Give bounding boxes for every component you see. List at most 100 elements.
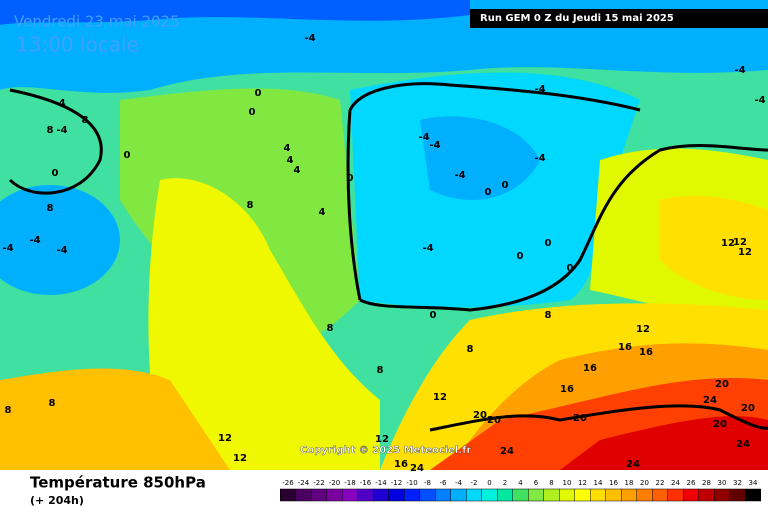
legend-tick-label: 30 (718, 479, 727, 487)
contour-label: 20 (741, 403, 755, 414)
time-label: 13:00 locale (16, 33, 139, 57)
legend-tick-label: 26 (687, 479, 696, 487)
legend-tick-label: 22 (656, 479, 665, 487)
contour-label: 20 (473, 410, 487, 421)
contour-label: 16 (560, 384, 574, 395)
legend-swatch (342, 488, 358, 502)
contour-label: -4 (429, 140, 440, 151)
contour-label: 12 (636, 324, 650, 335)
contour-label: 8 (49, 398, 56, 409)
legend-tick-label: -20 (329, 479, 340, 487)
legend-tick-label: -24 (298, 479, 310, 487)
contour-label: 24 (736, 439, 750, 450)
legend-tick-label: 14 (594, 479, 603, 487)
legend-swatch (466, 488, 482, 502)
legend-tick-label: 32 (733, 479, 742, 487)
contour-label: 12 (733, 237, 747, 248)
legend-tick-label: -22 (313, 479, 324, 487)
legend-swatch (295, 488, 312, 502)
legend-tick-label: 0 (487, 479, 491, 487)
contour-label: 8 (82, 115, 89, 126)
contour-label: -4 (56, 245, 67, 256)
contour-label: 4 (284, 143, 291, 154)
contour-label: 0 (430, 310, 437, 321)
contour-label: -4 (304, 33, 315, 44)
legend-tick-label: 28 (702, 479, 711, 487)
legend-tick-label: -8 (424, 479, 431, 487)
legend-tick-label: -4 (455, 479, 463, 487)
contour-label: 24 (500, 446, 514, 457)
contour-label: 8 (545, 310, 552, 321)
legend-swatch (605, 488, 622, 502)
legend-swatch (667, 488, 684, 502)
contour-label: -4 (56, 125, 67, 136)
contour-label: 12 (233, 453, 247, 464)
legend-tick-label: 16 (609, 479, 618, 487)
legend-tick-label: -26 (282, 479, 294, 487)
date-label: Vendredi 23 mai 2025 (14, 13, 180, 31)
copyright: Copyright © 2025 Meteociel.fr (300, 445, 471, 456)
contour-label: -4 (54, 98, 65, 109)
contour-label: -4 (754, 95, 765, 106)
contour-label: 12 (721, 238, 735, 249)
legend-swatch (745, 488, 761, 502)
legend-tick-label: 24 (671, 479, 680, 487)
contour-label: 0 (517, 251, 524, 262)
contour-label: 20 (715, 379, 729, 390)
color-legend: -26 -24 -22 -20 -18 -16 -14 -12 -10 -8 -6 -4 -2 0 2 4 6 8… (280, 479, 761, 502)
contour-label: 12 (433, 392, 447, 403)
contour-label: 8 (247, 200, 254, 211)
footer-title: Température 850hPa (30, 474, 206, 492)
contour-label: 0 (502, 180, 509, 191)
legend-tick-label: -16 (360, 479, 372, 487)
contour-label: 4 (319, 207, 326, 218)
contour-label: 20 (573, 413, 587, 424)
contour-label: 0 (124, 150, 131, 161)
legend-swatch (543, 488, 560, 502)
legend-swatch (729, 488, 746, 502)
contour-label: 8 (5, 405, 12, 416)
legend-tick-label: 34 (749, 479, 758, 487)
legend-tick-label: -6 (440, 479, 448, 487)
contour-label: -4 (2, 243, 13, 254)
legend-tick-label: 12 (578, 479, 587, 487)
contour-label: 0 (347, 173, 354, 184)
legend-tick-label: -14 (375, 479, 387, 487)
contour-label: 4 (294, 165, 301, 176)
legend-swatch (683, 488, 699, 502)
contour-label: -4 (422, 243, 433, 254)
legend-swatch (698, 488, 715, 502)
run-label: Run GEM 0 Z du Jeudi 15 mai 2025 (480, 13, 674, 24)
legend-swatch (311, 488, 327, 502)
legend-swatch (574, 488, 591, 502)
legend-swatch (497, 488, 513, 502)
legend-tick-label: 4 (518, 479, 523, 487)
legend-tick-label: 10 (563, 479, 572, 487)
legend-swatch (357, 488, 374, 502)
contour-label: -4 (454, 170, 465, 181)
contour-label: 0 (255, 88, 262, 99)
contour-label: 0 (485, 187, 492, 198)
legend-swatch (528, 488, 544, 502)
contour-label: 8 (47, 203, 54, 214)
legend-swatch (590, 488, 606, 502)
legend-tick-label: -12 (391, 479, 402, 487)
contour-label: -4 (418, 132, 429, 143)
legend-tick-label: -18 (344, 479, 355, 487)
legend-swatch (621, 488, 637, 502)
contour-label: -4 (29, 235, 40, 246)
contour-label: 24 (410, 463, 424, 474)
legend-swatch (481, 488, 498, 502)
contour-label: 0 (249, 107, 256, 118)
legend-swatch (714, 488, 730, 502)
legend-tick-label: 18 (625, 479, 634, 487)
contour-label: 16 (583, 363, 597, 374)
legend-swatch (419, 488, 436, 502)
legend-tick-label: -2 (471, 479, 478, 487)
contour-label: 8 (467, 344, 474, 355)
legend-swatch (559, 488, 575, 502)
contour-label: 16 (639, 347, 653, 358)
contour-label: 24 (626, 459, 640, 470)
contour-label: 12 (218, 433, 232, 444)
contour-label: 0 (52, 168, 59, 179)
